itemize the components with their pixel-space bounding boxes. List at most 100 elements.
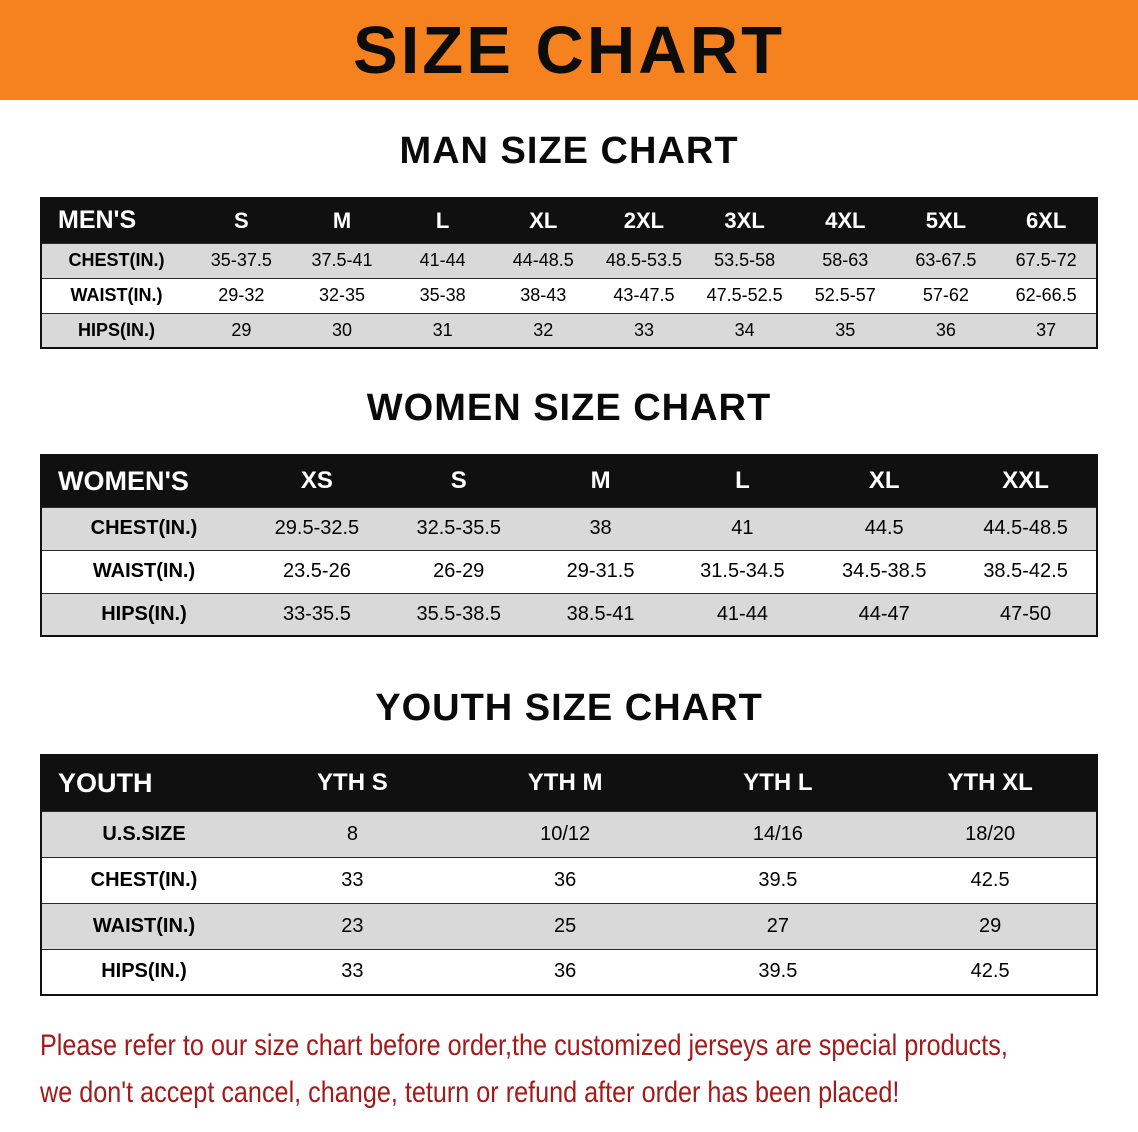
size-value-cell: 63-67.5 [895,242,997,278]
table-row: U.S.SIZE 8 10/12 14/16 18/20 [41,810,1097,857]
row-label: CHEST(IN.) [41,856,246,903]
size-value-cell: 37 [996,312,1097,348]
table-row: HIPS(IN.) 29 30 31 32 33 34 35 36 37 [41,312,1097,348]
size-value-cell: 38-43 [492,277,594,313]
size-value-cell: 31.5-34.5 [671,549,814,593]
size-value-cell: 62-66.5 [996,277,1097,313]
size-value-cell: 8 [246,810,459,857]
size-value-cell: 32-35 [291,277,393,313]
youth-table-body: U.S.SIZE 8 10/12 14/16 18/20 CHEST(IN.) 33 36 39… [41,810,1097,995]
size-value-cell: 48.5-53.5 [593,242,695,278]
size-value-cell: 39.5 [671,856,885,903]
table-row: HIPS(IN.) 33-35.5 35.5-38.5 38.5-41 41-44 44-… [41,592,1097,636]
disclaimer-line-1: Please refer to our size chart before or… [40,1029,1008,1062]
row-label: U.S.SIZE [41,810,246,857]
size-column-header: YTH M [458,755,672,811]
row-label: CHEST(IN.) [41,506,246,550]
row-label: CHEST(IN.) [41,242,191,278]
size-value-cell: 58-63 [794,242,896,278]
size-value-cell: 42.5 [884,948,1097,995]
size-value-cell: 33-35.5 [246,592,388,636]
size-value-cell: 29-32 [191,277,292,313]
size-value-cell: 38.5-42.5 [955,549,1097,593]
size-value-cell: 36 [895,312,997,348]
table-row: WAIST(IN.) 29-32 32-35 35-38 38-43 43-47.5 47.… [41,277,1097,313]
size-value-cell: 44.5-48.5 [955,506,1097,550]
size-value-cell: 32 [492,312,594,348]
women-table-body: CHEST(IN.) 29.5-32.5 32.5-35.5 38 41 44.5 44.5… [41,506,1097,636]
size-value-cell: 41-44 [392,242,493,278]
size-value-cell: 37.5-41 [291,242,393,278]
size-value-cell: 35 [794,312,896,348]
size-value-cell: 36 [458,856,672,903]
size-value-cell: 42.5 [884,856,1097,903]
table-row: WAIST(IN.) 23.5-26 26-29 29-31.5 31.5-34.5 34… [41,549,1097,593]
row-label: WAIST(IN.) [41,902,246,949]
size-value-cell: 33 [246,948,459,995]
size-value-cell: 29-31.5 [529,549,672,593]
size-value-cell: 35-37.5 [191,242,292,278]
size-value-cell: 26-29 [387,549,530,593]
disclaimer: Please refer to our size chart before or… [0,1022,1138,1116]
table-row: HIPS(IN.) 33 36 39.5 42.5 [41,948,1097,995]
size-value-cell: 31 [392,312,493,348]
section-heading-youth: YOUTH SIZE CHART [375,687,763,729]
size-value-cell: 14/16 [671,810,885,857]
size-column-header: YTH L [671,755,885,811]
size-value-cell: 44-48.5 [492,242,594,278]
size-column-header: XL [492,198,594,243]
row-label: HIPS(IN.) [41,592,246,636]
size-column-header: YTH XL [884,755,1097,811]
size-value-cell: 34 [694,312,795,348]
disclaimer-line-2: we don't accept cancel, change, teturn o… [40,1076,900,1109]
banner: SIZE CHART [0,0,1138,100]
size-value-cell: 18/20 [884,810,1097,857]
size-column-header: XL [813,455,956,507]
table-row: CHEST(IN.) 33 36 39.5 42.5 [41,856,1097,903]
section-youth: YOUTH SIZE CHART YOUTH YTH S YTH M YTH L YTH… [0,687,1138,996]
size-column-header: 4XL [794,198,896,243]
size-value-cell: 10/12 [458,810,672,857]
row-label: WAIST(IN.) [41,549,246,593]
size-value-cell: 41 [671,506,814,550]
size-value-cell: 33 [246,856,459,903]
size-column-header: 2XL [593,198,695,243]
size-value-cell: 29.5-32.5 [246,506,388,550]
size-column-header: 6XL [996,198,1097,243]
section-men: MAN SIZE CHART MEN'S S M L XL 2XL 3XL 4XL 5XL 6XL… [0,130,1138,349]
table-row: CHEST(IN.) 29.5-32.5 32.5-35.5 38 41 44.5 44.5… [41,506,1097,550]
table-row: CHEST(IN.) 35-37.5 37.5-41 41-44 44-48.5 48.5… [41,242,1097,278]
table-row: WAIST(IN.) 23 25 27 29 [41,902,1097,949]
table-corner-label: MEN'S [41,198,191,243]
size-value-cell: 30 [291,312,393,348]
size-value-cell: 25 [458,902,672,949]
size-value-cell: 39.5 [671,948,885,995]
size-column-header: L [392,198,493,243]
size-column-header: M [291,198,393,243]
size-column-header: XXL [955,455,1097,507]
size-value-cell: 35-38 [392,277,493,313]
size-value-cell: 27 [671,902,885,949]
size-value-cell: 43-47.5 [593,277,695,313]
youth-size-table: YOUTH YTH S YTH M YTH L YTH XL U.S.SIZE 8 10/1… [40,754,1098,996]
section-heading-men: MAN SIZE CHART [399,130,739,172]
size-value-cell: 23 [246,902,459,949]
size-value-cell: 44-47 [813,592,956,636]
table-corner-label: YOUTH [41,755,246,811]
size-value-cell: 35.5-38.5 [387,592,530,636]
size-column-header: YTH S [246,755,459,811]
size-column-header: M [529,455,672,507]
size-value-cell: 44.5 [813,506,956,550]
size-column-header: L [671,455,814,507]
size-value-cell: 29 [884,902,1097,949]
size-value-cell: 67.5-72 [996,242,1097,278]
section-women: WOMEN SIZE CHART WOMEN'S XS S M L XL XXL CHEST… [0,387,1138,637]
size-value-cell: 52.5-57 [794,277,896,313]
men-table-body: CHEST(IN.) 35-37.5 37.5-41 41-44 44-48.5 48.5… [41,242,1097,348]
youth-table-header-row: YOUTH YTH S YTH M YTH L YTH XL [41,755,1097,811]
size-column-header: 3XL [694,198,795,243]
row-label: WAIST(IN.) [41,277,191,313]
size-value-cell: 38 [529,506,672,550]
size-value-cell: 47.5-52.5 [694,277,795,313]
